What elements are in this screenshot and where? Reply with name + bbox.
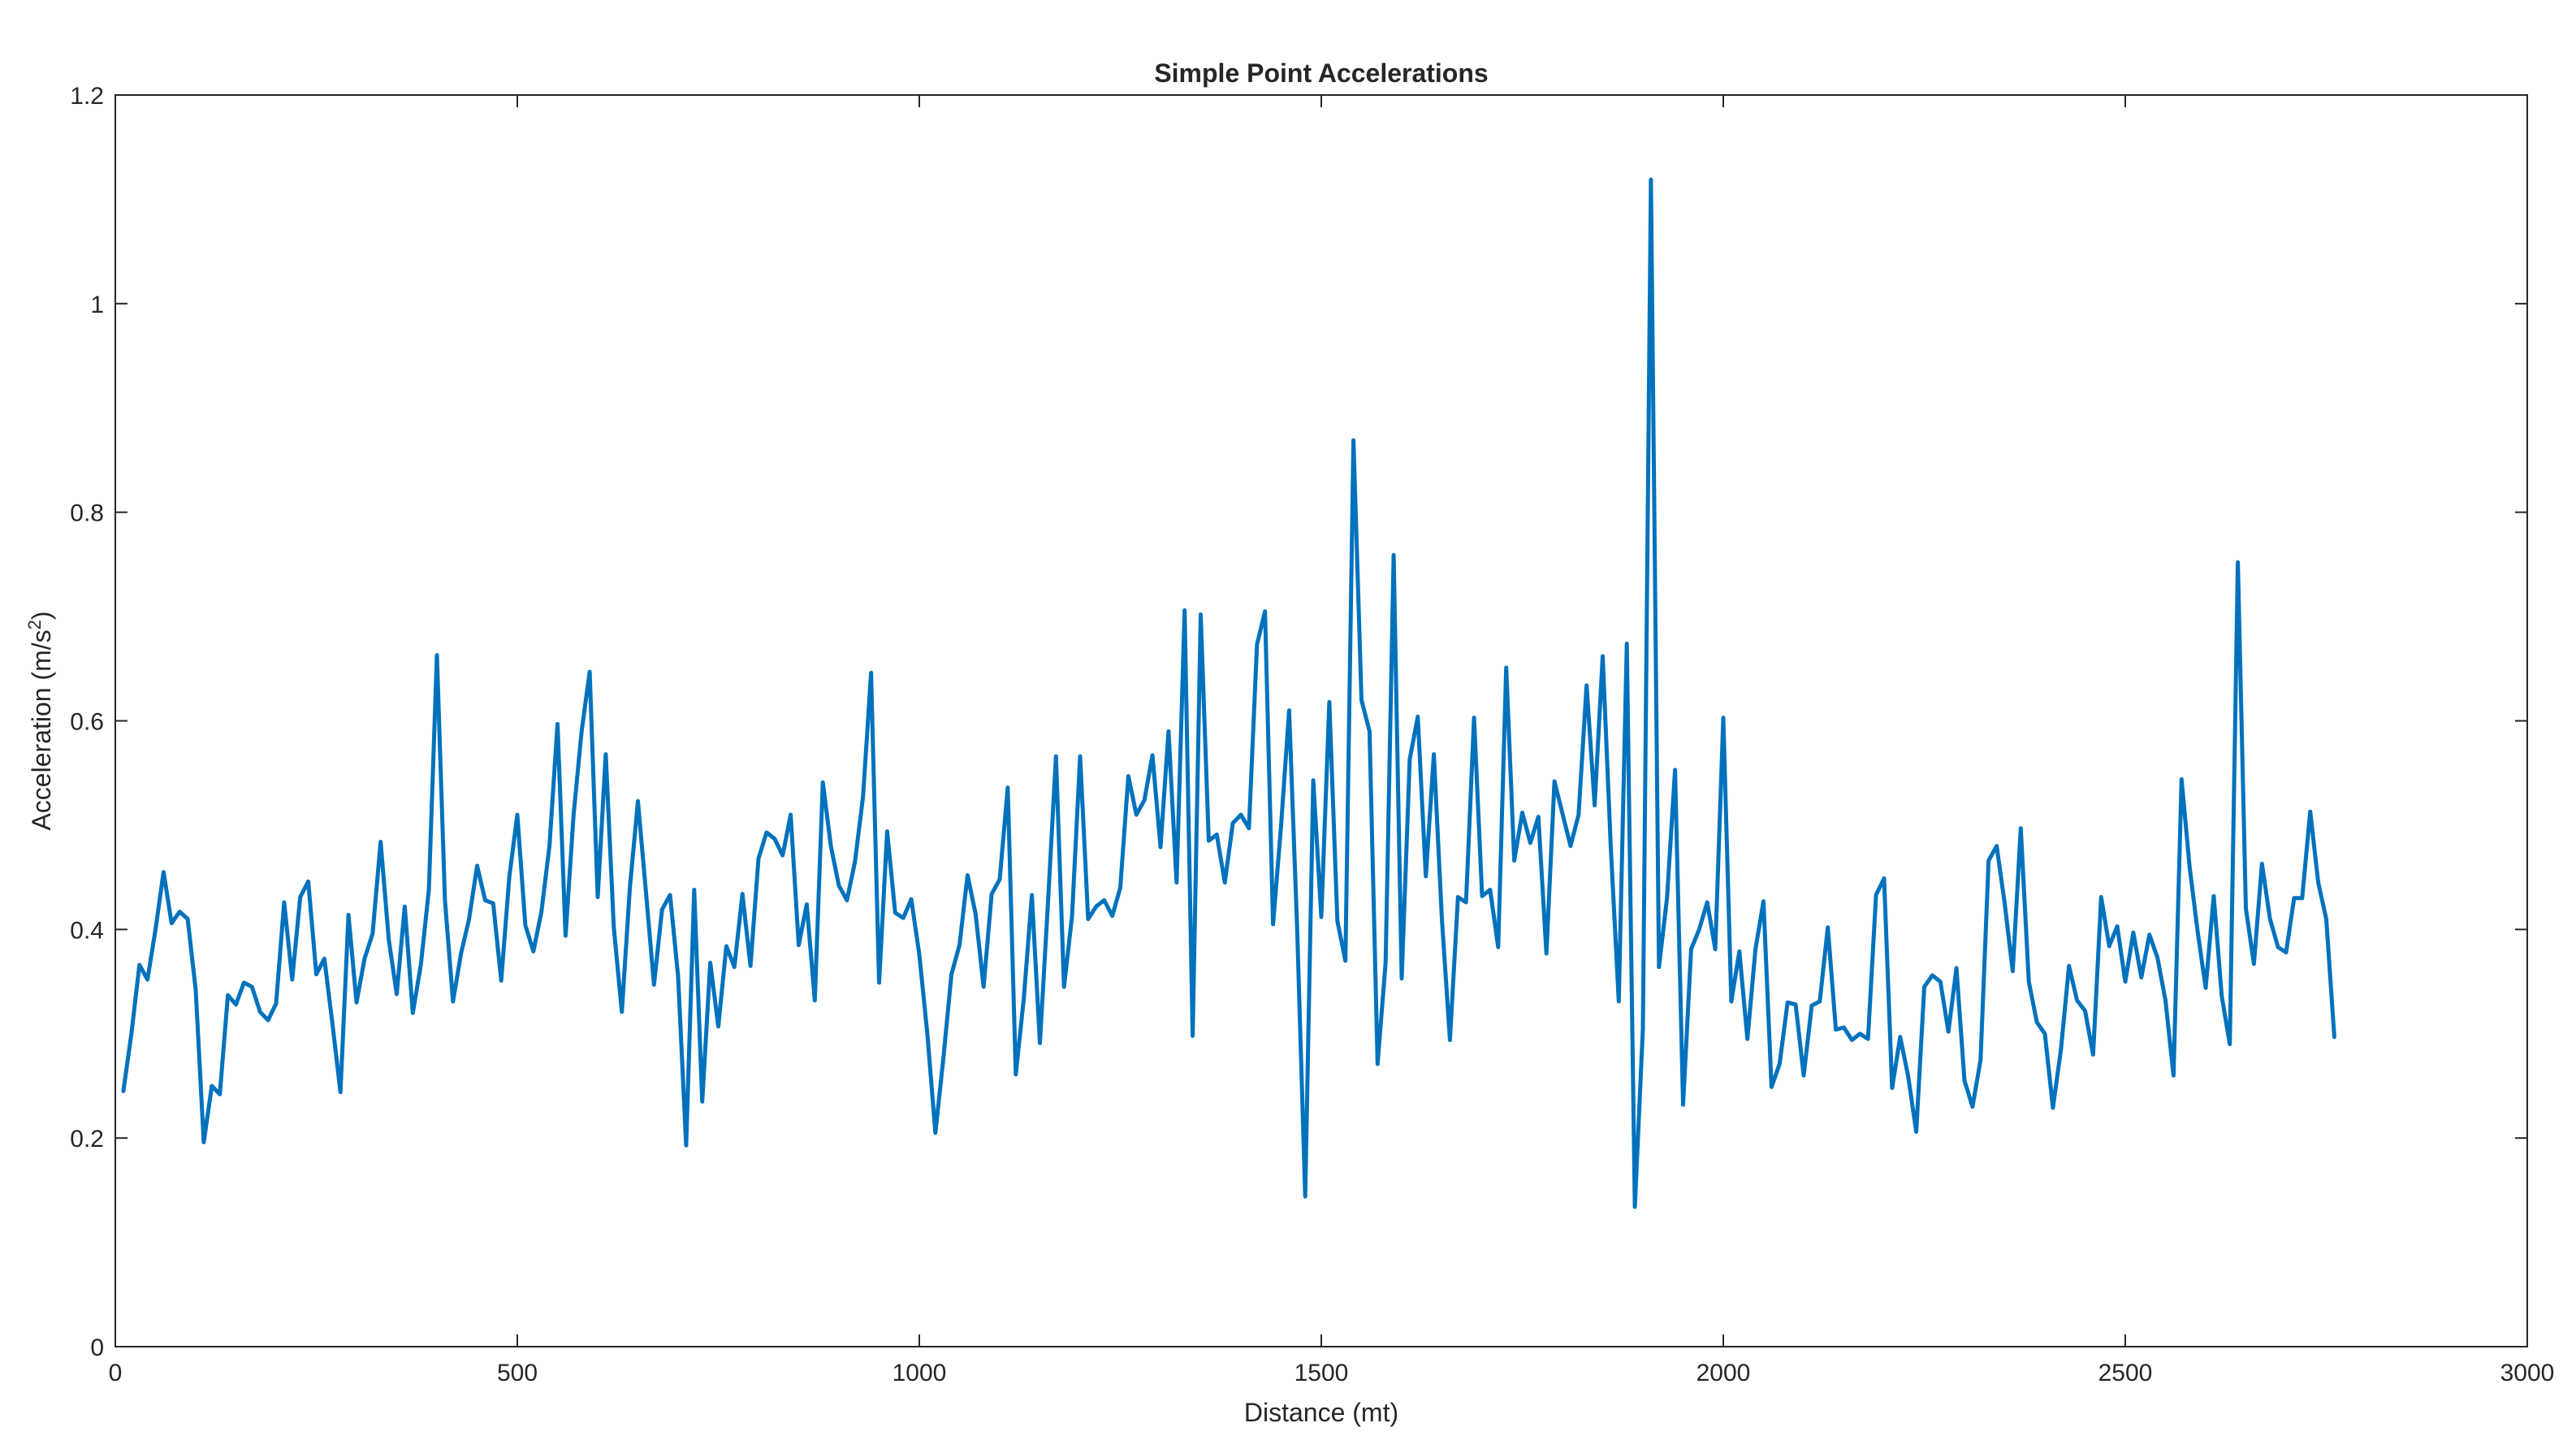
x-tick-label: 1500 <box>1294 1360 1349 1386</box>
y-tick-label: 1 <box>90 292 104 318</box>
y-axis-label: Acceleration (m/s2) <box>24 611 57 830</box>
chart-title: Simple Point Accelerations <box>1154 58 1488 88</box>
x-tick-label: 500 <box>497 1360 538 1386</box>
y-axis-label-superscript: 2 <box>24 620 45 629</box>
series-line <box>121 177 2336 1209</box>
y-tick-label: 1.2 <box>70 83 104 110</box>
x-tick-label: 2500 <box>2098 1360 2153 1386</box>
y-tick-label: 0.6 <box>70 709 104 736</box>
x-tick-label: 2000 <box>1696 1360 1751 1386</box>
x-tick-label: 1000 <box>893 1360 947 1386</box>
y-axis-label-end: ) <box>27 611 56 620</box>
axis-ticks <box>115 94 2528 1347</box>
y-tick-label: 0 <box>90 1334 104 1361</box>
series-layer <box>121 177 2336 1209</box>
y-axis-label-main: Acceleration (m/s <box>27 629 56 830</box>
x-tick-label: 3000 <box>2500 1360 2555 1386</box>
y-tick-label: 0.8 <box>70 500 104 527</box>
x-tick-label: 0 <box>109 1360 123 1386</box>
x-axis-label: Distance (mt) <box>1244 1398 1398 1427</box>
y-tick-label: 0.4 <box>70 917 104 944</box>
y-tick-label: 0.2 <box>70 1126 104 1153</box>
axis-tick-labels: 0 500 1000 1500 2000 2500 3000 0 0.2 0.4 0.6 0.8 1 1.… <box>70 83 2554 1386</box>
plot-area <box>115 94 2528 1347</box>
